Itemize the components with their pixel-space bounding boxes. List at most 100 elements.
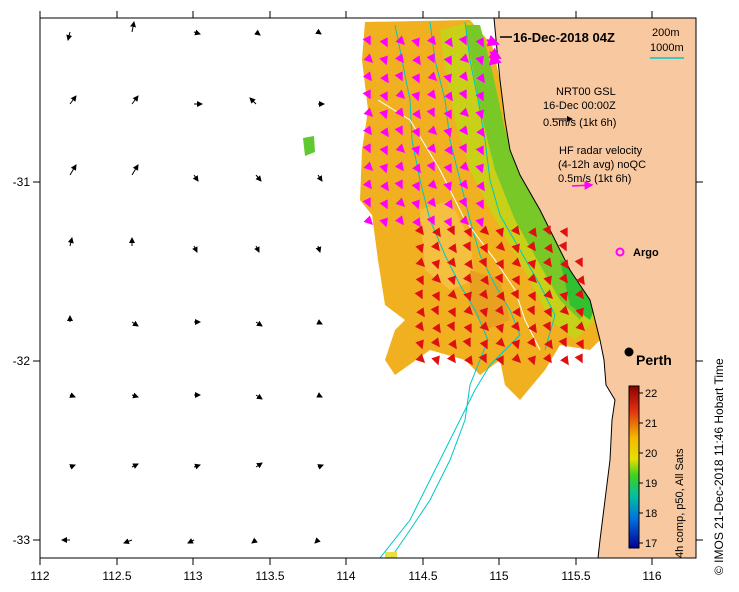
model-arrow [314, 537, 321, 544]
radar-arrow [447, 289, 458, 300]
colorbar-tick-label: 18 [645, 508, 657, 520]
radar-legend-line3: 0.5m/s (1kt 6h) [558, 173, 631, 185]
radar-arrow [488, 53, 502, 66]
radar-arrow [431, 259, 440, 270]
radar-arrow [478, 353, 487, 364]
radar-arrow [510, 225, 520, 236]
radar-arrow [430, 241, 440, 252]
map-frame [39, 17, 697, 559]
radar-arrow [443, 55, 452, 66]
model-arrow [317, 464, 324, 470]
bathymetry-contours [379, 21, 556, 558]
radar-arrow [464, 259, 473, 270]
radar-arrow [458, 179, 468, 190]
radar-arrow [379, 37, 388, 48]
radar-arrow [476, 73, 485, 84]
radar-arrow [379, 109, 388, 120]
radar-arrow [432, 227, 441, 238]
radar-arrow [394, 107, 404, 118]
radar-arrow [430, 305, 439, 316]
radar-arrow [459, 107, 470, 118]
radar-arrow [526, 305, 535, 316]
radar-arrow [511, 275, 520, 286]
radar-arrow [458, 143, 467, 154]
radar-arrow [560, 259, 569, 270]
model-arrow [131, 95, 139, 105]
radar-arrow [415, 353, 426, 364]
model-arrow [254, 29, 261, 36]
radar-arrow [379, 217, 388, 228]
radar-arrow [458, 89, 467, 100]
radar-arrow [395, 89, 406, 100]
model-arrow [255, 393, 263, 400]
radar-arrow [542, 257, 552, 268]
radar-arrow [475, 163, 484, 174]
radar-arrow [395, 143, 406, 154]
radar-arrow [475, 91, 484, 102]
radar-arrow [496, 291, 505, 302]
radar-arrow [411, 37, 420, 48]
model-arrow [316, 392, 323, 398]
model-arrow [67, 237, 74, 247]
perth-label: Perth [636, 352, 672, 368]
radar-arrow [559, 291, 568, 302]
radar-arrow [411, 73, 420, 84]
colorbar-tick-label: 20 [645, 448, 657, 460]
radar-arrow [362, 89, 371, 100]
radar-arrow [444, 91, 453, 102]
radar-arrow [478, 289, 488, 300]
y-tick-label: -31 [13, 175, 31, 189]
radar-arrow [394, 179, 403, 190]
colorbar-tick-label: 21 [645, 418, 657, 430]
radar-arrow [414, 289, 423, 300]
radar-arrow [544, 339, 553, 350]
radar-arrow [475, 55, 484, 66]
radar-arrow [479, 339, 488, 350]
model-arrow [193, 463, 201, 470]
radar-arrow [495, 355, 504, 366]
radar-arrow [362, 71, 372, 82]
radar-arrow [575, 339, 584, 350]
model-arrow [315, 245, 322, 253]
radar-arrow [380, 127, 389, 138]
model-arrow [187, 538, 195, 544]
radar-arrow [479, 321, 490, 332]
radar-arrow [444, 37, 453, 48]
radar-arrow [526, 337, 536, 348]
depth-legend-1000: 1000m [650, 42, 684, 54]
radar-arrow [395, 197, 406, 208]
radar-arrow [463, 323, 472, 334]
model-arrow [69, 392, 76, 398]
radar-arrow [447, 307, 456, 318]
radar-arrow [412, 163, 421, 174]
y-tick-label: -33 [13, 533, 31, 547]
x-axis: 112 112.5 113 113.5 114 114.5 115 115.5 116 [30, 11, 662, 583]
radar-arrow [394, 125, 403, 136]
radar-arrow [363, 107, 374, 118]
radar-velocity-arrows [362, 34, 586, 366]
x-tick-label: 112 [30, 569, 49, 583]
radar-arrow [411, 91, 420, 102]
radar-arrow [527, 273, 538, 284]
radar-arrow [476, 181, 485, 192]
radar-arrow [431, 291, 440, 302]
radar-legend-line1: HF radar velocity [559, 145, 643, 157]
radar-arrow [511, 243, 520, 254]
radar-arrow [446, 321, 455, 332]
land-mass [493, 18, 696, 558]
radar-arrow [495, 259, 504, 270]
radar-arrow [363, 161, 374, 172]
radar-arrow [479, 243, 488, 254]
colorbar-ticks: 22 21 20 19 18 17 [639, 388, 657, 550]
radar-arrow [415, 339, 424, 350]
y-tick-label: -32 [13, 354, 31, 368]
map-title: 16-Dec-2018 04Z [513, 30, 615, 45]
x-tick-label: 114.5 [408, 569, 437, 583]
model-legend-line2: 16-Dec 00:00Z [543, 100, 616, 112]
radar-arrow [559, 305, 570, 316]
radar-arrow [480, 275, 489, 286]
radar-arrow [475, 109, 484, 120]
radar-arrow [575, 321, 586, 332]
model-arrow [255, 462, 263, 469]
radar-arrow [558, 273, 568, 284]
